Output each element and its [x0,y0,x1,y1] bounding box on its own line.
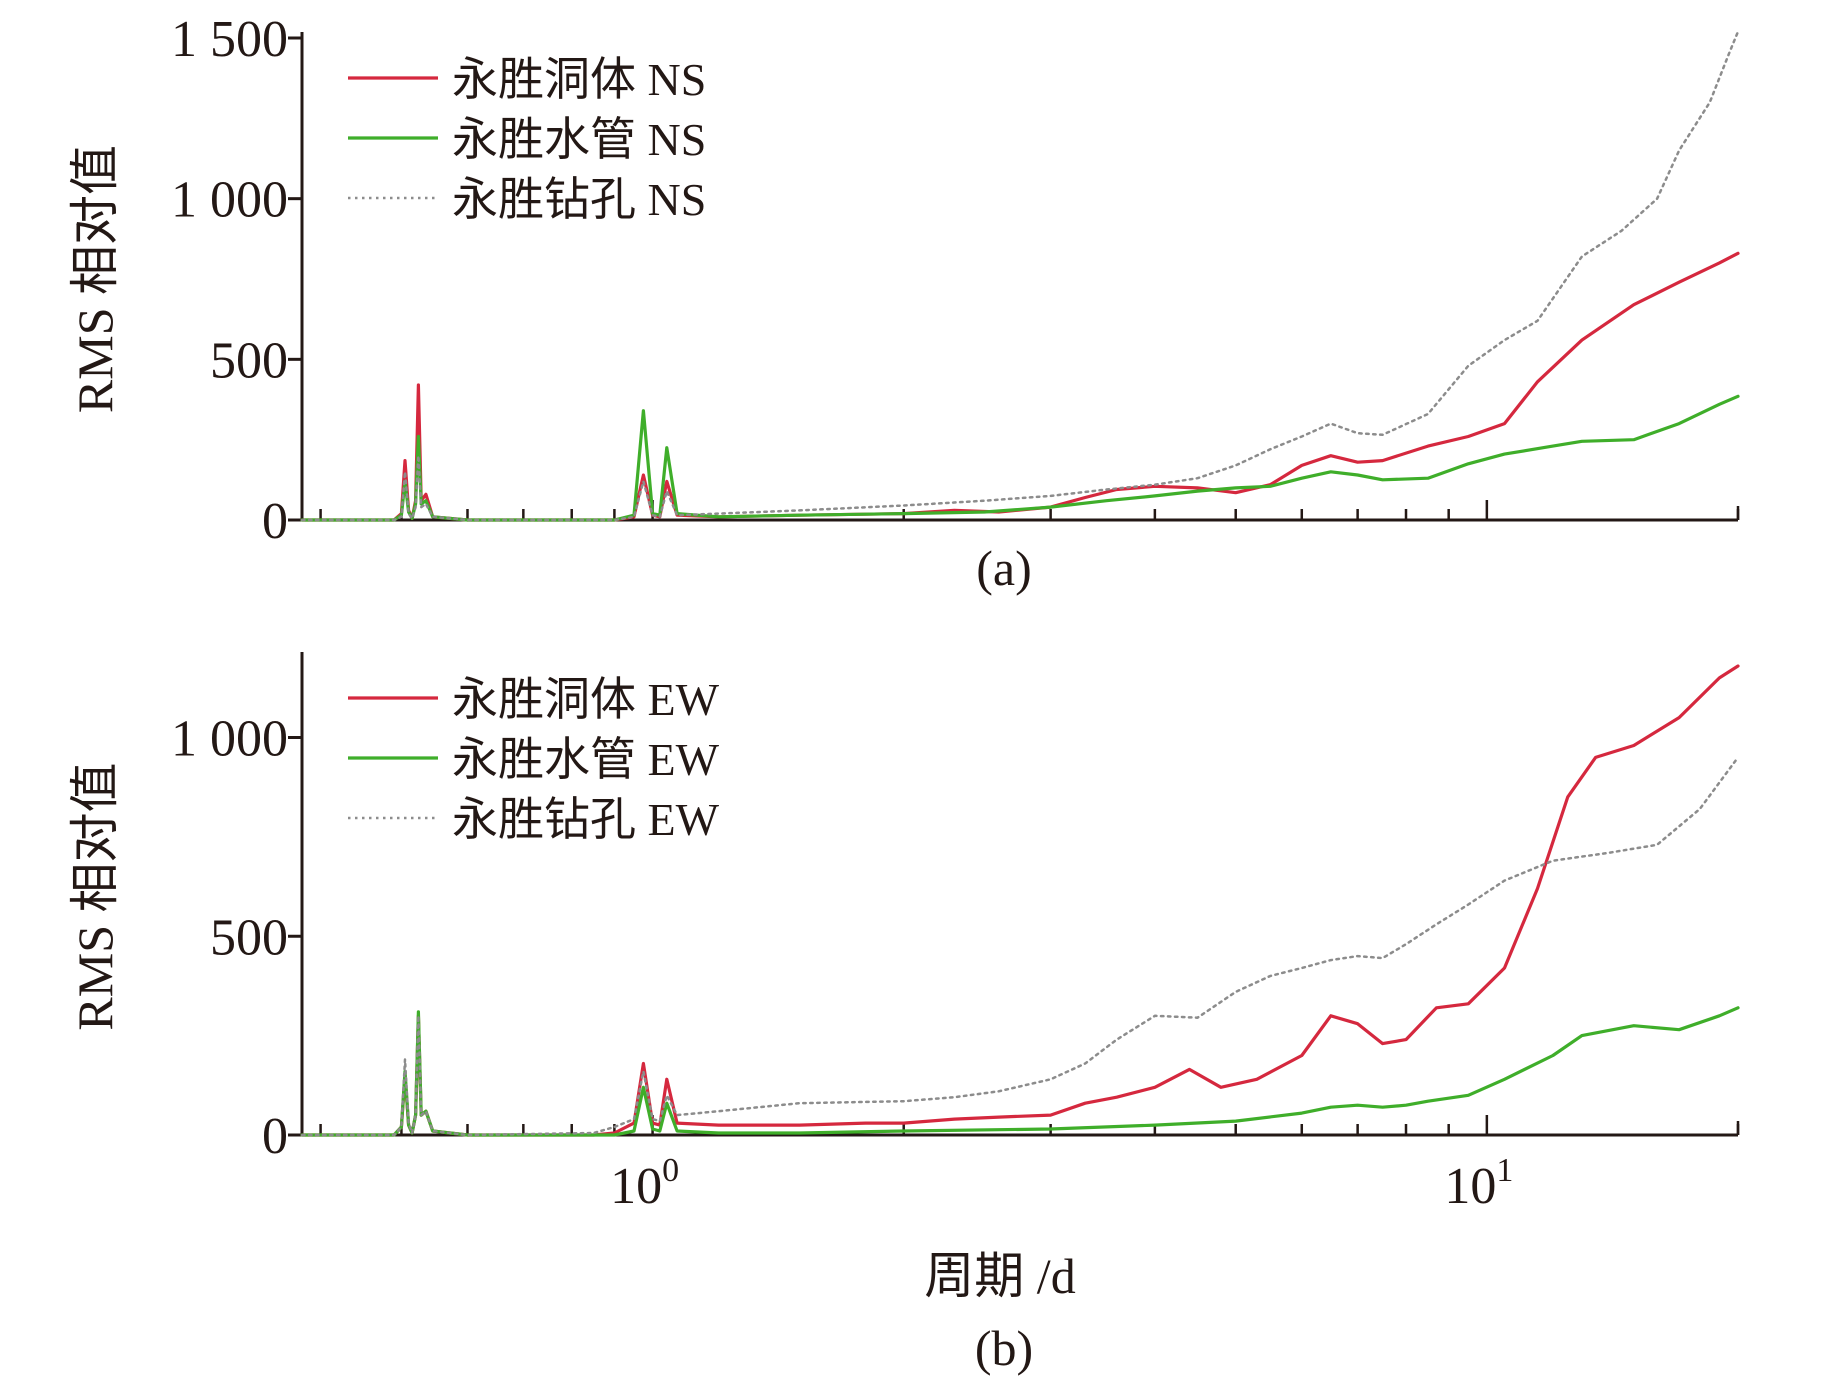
y-tick-label: 500 [210,909,288,966]
series-line-2 [300,394,1740,522]
y-tick-label: 1 000 [171,172,288,229]
legend-label-3: 永胜钻孔 NS [452,174,706,225]
panel-label: (a) [976,540,1032,596]
y-tick-label: 1 500 [171,11,288,68]
legend-label-2: 永胜水管 NS [452,114,706,165]
x-tick-base: 10 [610,1158,662,1215]
x-tick-exponent: 1 [1496,1152,1513,1189]
y-tick-label: 1 000 [171,711,288,768]
x-tick-label: 100 [610,1152,679,1215]
y-tick-label: 500 [210,332,288,389]
y-tick-label: 0 [262,493,288,550]
x-axis-label: 周期 /d [924,1248,1075,1304]
y-axis-label: RMS 相对值 [67,762,123,1030]
panel-label: (b) [975,1320,1033,1376]
x-tick-base: 10 [1444,1158,1496,1215]
chart-panel-a: 0 500 1 000 1 500 RMS 相对值 永胜洞体 NS 永胜水管 NS 永胜钻孔 … [67,11,1740,596]
series-line-3 [300,30,1740,522]
legend-label-1: 永胜洞体 EW [452,674,720,725]
y-axis-label: RMS 相对值 [67,145,123,413]
legend-label-3: 永胜钻孔 EW [452,794,720,845]
y-tick-label: 0 [262,1108,288,1165]
legend-label-2: 永胜水管 EW [452,734,720,785]
legend-label-1: 永胜洞体 NS [452,54,706,105]
series-line-1 [300,251,1740,522]
series-line-3 [300,756,1740,1137]
x-tick-label: 101 [1444,1152,1513,1215]
x-tick-exponent: 0 [662,1152,679,1189]
